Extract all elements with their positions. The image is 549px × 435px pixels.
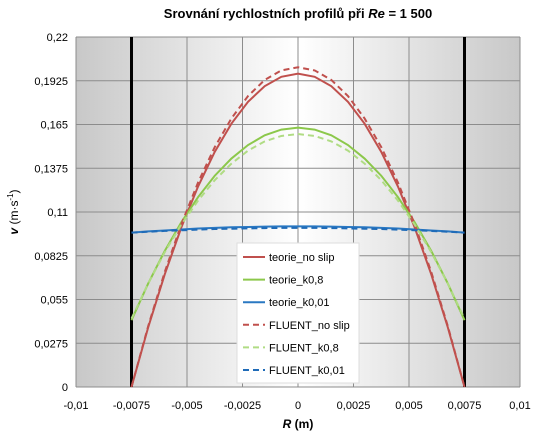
legend-label: FLUENT_no slip <box>269 320 350 332</box>
legend-label: teorie_no slip <box>269 252 334 264</box>
y-tick-label: 0,055 <box>40 295 68 307</box>
x-tick-label: 0 <box>295 400 301 412</box>
title-part: Re <box>368 6 385 21</box>
y-tick-label: 0 <box>62 382 68 394</box>
legend-box <box>236 242 360 384</box>
y-tick-label: 0,22 <box>47 32 68 44</box>
x-tick-label: 0,0075 <box>448 400 482 412</box>
x-tick-label: -0,0075 <box>113 400 150 412</box>
series-line <box>130 66 466 388</box>
x-tick-label: 0,0025 <box>337 400 371 412</box>
series-line <box>130 133 466 320</box>
series-line <box>131 226 465 234</box>
y-title-part: v <box>7 227 21 235</box>
y-tick-label: 0,11 <box>47 207 68 219</box>
x-title-part: R <box>283 417 292 431</box>
x-tick-label: 0,005 <box>395 400 423 412</box>
x-tick-label: -0,005 <box>171 400 202 412</box>
x-tick-label: -0,01 <box>63 400 88 412</box>
y-title-part: -1 <box>6 193 15 201</box>
y-tick-label: 0,0825 <box>34 251 68 263</box>
y-tick-label: 0,1925 <box>34 76 68 88</box>
legend-label: teorie_k0,01 <box>269 297 330 309</box>
y-tick-label: 0,1375 <box>34 163 68 175</box>
legend-label: FLUENT_k0,01 <box>269 365 345 377</box>
title-part: Srovnání rychlostních profilů při <box>164 6 368 21</box>
series-line <box>130 126 466 321</box>
y-axis-title: v (m·s-1) <box>6 189 21 234</box>
chart-title: Srovnání rychlostních profilů při Re = 1… <box>164 6 432 21</box>
y-title-part: ) <box>7 189 21 193</box>
title-part: = 1 500 <box>385 6 432 21</box>
x-tick-label: 0,01 <box>509 400 530 412</box>
x-title-part: (m) <box>291 417 313 431</box>
legend-label: FLUENT_k0,8 <box>269 342 339 354</box>
x-axis-title: R (m) <box>283 417 314 431</box>
legend-label: teorie_k0,8 <box>269 275 323 287</box>
y-title-part: (m·s <box>7 201 21 228</box>
x-tick-label: -0,0025 <box>224 400 261 412</box>
y-tick-label: 0,165 <box>40 120 68 132</box>
y-tick-label: 0,0275 <box>34 338 68 350</box>
